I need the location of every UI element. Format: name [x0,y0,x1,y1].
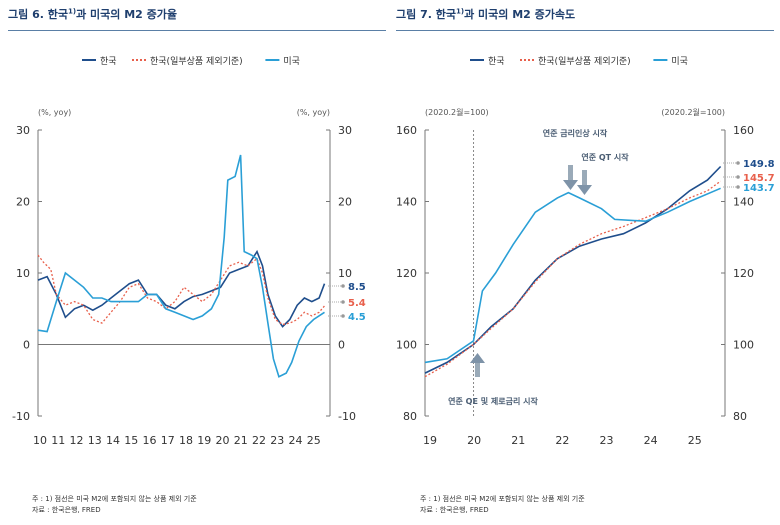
y-tick-label-left: 20 [16,196,30,209]
x-tick-label: 25 [688,434,702,447]
y-tick-label-left: 10 [16,267,30,280]
arrow-rate-hike-head [563,180,578,190]
x-tick-label: 15 [124,434,138,447]
x-tick-label: 10 [33,434,47,447]
annotation-qe: 연준 QE 및 제로금리 시작 [448,396,538,406]
y-tick-label-right: 10 [338,267,352,280]
arrow-qt-shaft [582,170,587,185]
left-unit-label: (2020.2월=100) [425,107,489,117]
x-tick-label: 24 [289,434,303,447]
series-line-korea [424,165,722,374]
left-unit-label: (%, yoy) [38,108,71,117]
x-tick-label: 20 [216,434,230,447]
x-tick-label: 12 [70,434,84,447]
y-tick-label-left: 160 [396,124,417,137]
end-value-label-korea_excl: 5.4 [348,298,366,309]
x-tick-label: 21 [234,434,248,447]
series-line-korea_excl [424,180,721,378]
chart1-title: 그림 6. 한국1)과 미국의 M2 증가율 [8,7,177,21]
chart2-notes: 주 : 1) 점선은 미국 M2에 포함되지 않는 상품 제외 기준 자료 : 한… [420,495,585,514]
right-unit-label: (%, yoy) [297,108,330,117]
legend-label-us: 미국 [283,56,300,67]
end-dot-korea_excl [341,300,345,304]
legend-label-us: 미국 [671,56,688,67]
end-value-label-korea: 149.8 [743,159,775,170]
y-tick-label-right: 20 [338,196,352,209]
end-value-label-us: 143.7 [743,183,775,194]
y-tick-label-left: 80 [403,410,417,423]
y-tick-label-right: 160 [733,124,754,137]
end-dot-korea_excl [736,175,740,179]
x-tick-label: 19 [197,434,211,447]
x-tick-label: 11 [51,434,65,447]
x-tick-label: 22 [252,434,266,447]
y-tick-label-left: 30 [16,124,30,137]
y-tick-label-left: 120 [396,267,417,280]
series-line-us [37,154,325,378]
annotation-rate-hike: 연준 금리인상 시작 [543,128,608,138]
y-tick-label-left: 0 [23,339,30,352]
arrow-qe-shaft [475,363,480,377]
y-tick-label-right: 120 [733,267,754,280]
arrow-qe-head [470,353,485,363]
arrow-qt-head [577,185,592,195]
y-tick-label-right: 140 [733,196,754,209]
series-line-korea_excl [37,254,325,326]
x-tick-label: 19 [423,434,437,447]
legend-label-korea_excl: 한국(일부상품 제외기준) [150,55,243,67]
x-tick-label: 13 [88,434,102,447]
end-value-label-us: 4.5 [348,312,366,323]
series-line-us [424,187,721,364]
arrow-rate-hike-shaft [568,165,573,180]
series-line-korea [37,249,326,328]
y-tick-label-right: -10 [338,410,356,423]
end-value-label-korea_excl: 145.7 [743,173,775,184]
annotation-qt: 연준 QT 시작 [581,152,629,162]
x-tick-label: 22 [555,434,569,447]
x-tick-label: 20 [467,434,481,447]
x-tick-label: 18 [179,434,193,447]
x-tick-label: 17 [161,434,175,447]
y-tick-label-left: 140 [396,196,417,209]
chart2-title: 그림 7. 한국1)과 미국의 M2 증가속도 [396,7,576,21]
x-tick-label: 16 [143,434,157,447]
x-tick-label: 21 [511,434,525,447]
y-tick-label-right: 0 [338,339,345,352]
x-tick-label: 23 [599,434,613,447]
chart1-rule [8,30,386,31]
legend-label-korea_excl: 한국(일부상품 제외기준) [538,55,631,67]
legend-label-korea: 한국 [488,56,505,67]
y-tick-label-right: 30 [338,124,352,137]
end-value-label-korea: 8.5 [348,282,366,293]
x-tick-label: 23 [270,434,284,447]
legend-label-korea: 한국 [100,56,117,67]
y-tick-label-left: -10 [12,410,30,423]
x-tick-label: 25 [307,434,321,447]
y-tick-label-right: 80 [733,410,747,423]
y-tick-label-left: 100 [396,339,417,352]
end-dot-korea [341,284,345,288]
y-tick-label-right: 100 [733,339,754,352]
x-tick-label: 24 [644,434,658,447]
right-unit-label: (2020.2월=100) [661,107,725,117]
chart2-rule [396,30,774,31]
chart1-notes: 주 : 1) 점선은 미국 M2에 포함되지 않는 상품 제외 기준 자료 : 한… [32,495,197,514]
end-dot-us [341,314,345,318]
x-tick-label: 14 [106,434,120,447]
end-dot-us [736,185,740,189]
end-dot-korea [736,161,740,165]
